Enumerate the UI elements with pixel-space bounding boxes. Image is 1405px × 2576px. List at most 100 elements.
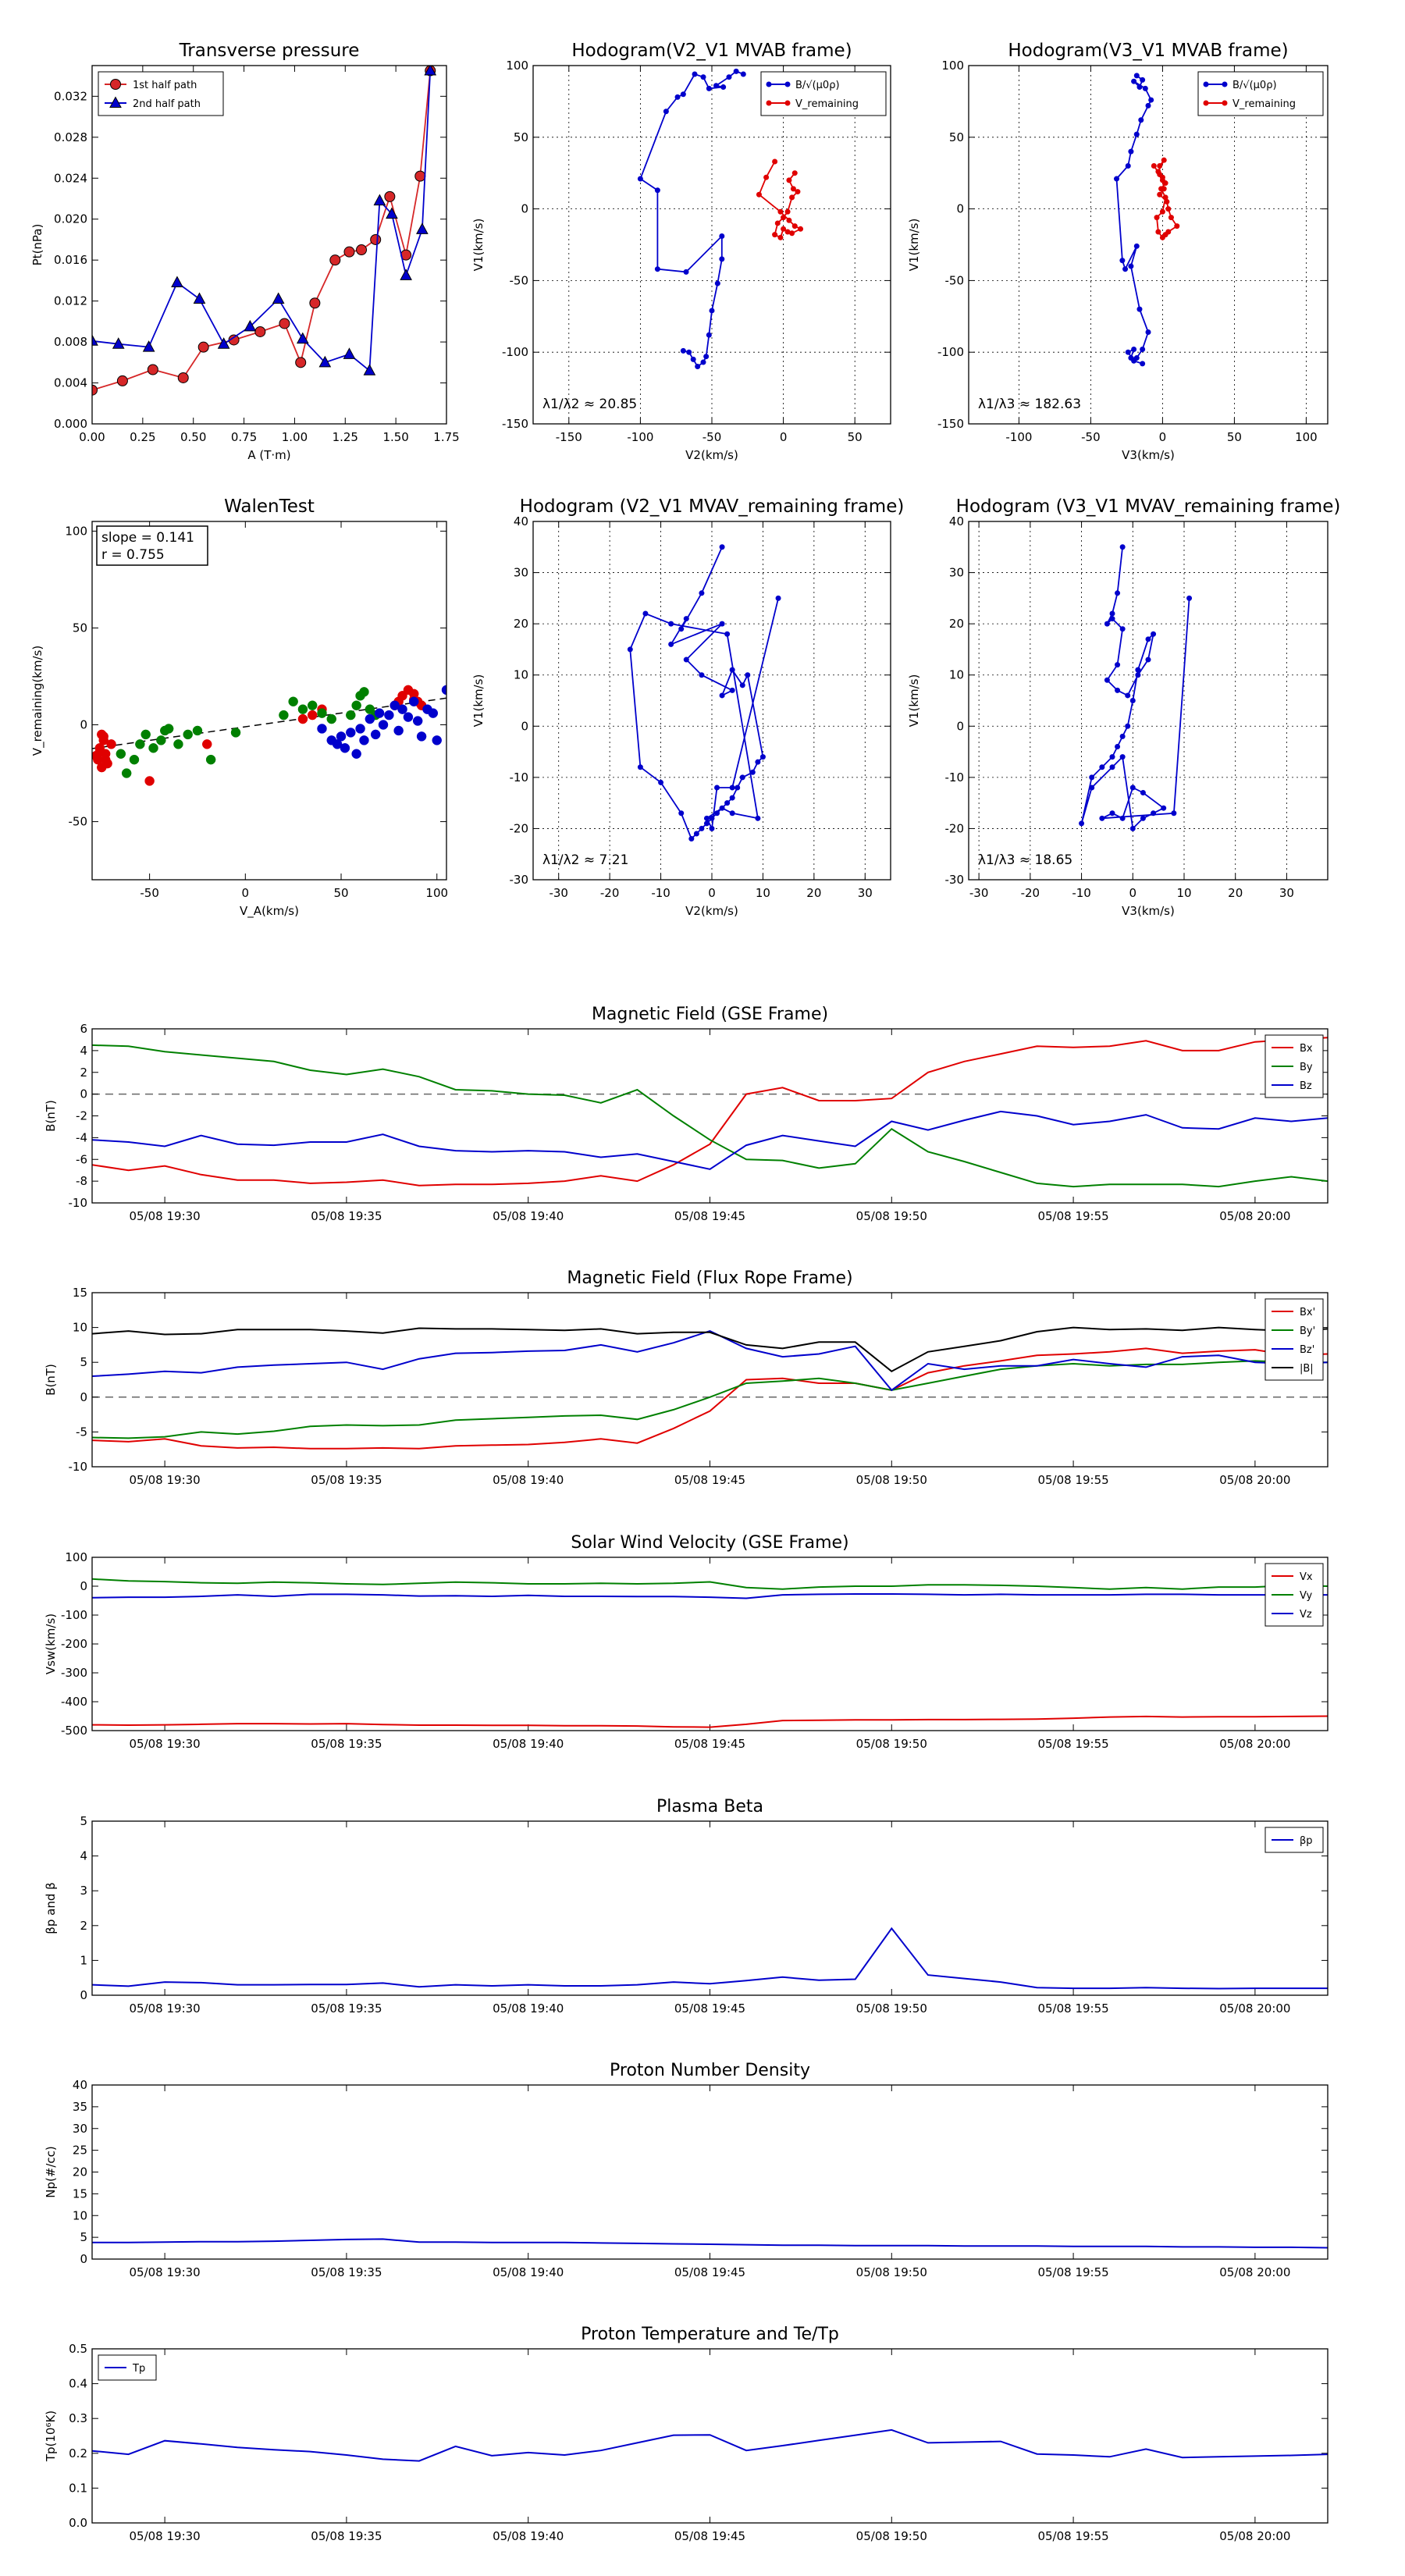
y-tick-label: -150 <box>502 417 528 431</box>
data-point <box>307 710 318 720</box>
y-tick-label: -200 <box>61 1637 87 1651</box>
y-tick-label: 50 <box>73 621 87 635</box>
data-point <box>714 810 720 817</box>
data-point <box>695 364 701 370</box>
data-point <box>749 769 756 775</box>
plot-frame <box>532 65 891 425</box>
data-point <box>1148 97 1154 103</box>
data-point <box>1109 810 1115 817</box>
data-point <box>201 739 212 749</box>
data-point <box>351 700 361 710</box>
data-point <box>791 170 798 176</box>
x-tick-label: -100 <box>1005 430 1032 444</box>
data-point <box>729 687 735 693</box>
y-tick-label: 0.016 <box>54 253 87 267</box>
legend-box <box>1264 1298 1324 1381</box>
plot-area <box>92 1557 1328 1731</box>
x-tick-label: 05/08 19:55 <box>1037 2529 1108 2543</box>
y-tick-label: 0 <box>80 1579 87 1593</box>
ratio-annotation: λ1/λ3 ≈ 18.65 <box>978 852 1072 868</box>
y-tick-label: 0 <box>80 1087 87 1101</box>
x-tick-label: 1.75 <box>433 430 459 444</box>
x-tick-label: 05/08 19:45 <box>674 1737 745 1751</box>
legend-label: Vz <box>1300 1609 1312 1621</box>
y-tick-label: 4 <box>80 1044 87 1058</box>
legend-marker <box>1222 81 1228 87</box>
y-tick-label: -8 <box>76 1174 87 1188</box>
plot-area <box>92 1821 1328 1995</box>
data-point <box>1089 774 1095 781</box>
legend-label: Vx <box>1300 1571 1313 1583</box>
data-point <box>1159 174 1165 180</box>
x-tick-label: 05/08 19:35 <box>311 1737 382 1751</box>
x-tick-label: 05/08 20:00 <box>1219 2001 1290 2016</box>
data-point <box>720 84 727 91</box>
y-tick-label: 10 <box>73 1321 87 1335</box>
y-axis-label: V1(km/s) <box>907 674 921 728</box>
legend-label: By' <box>1300 1325 1315 1337</box>
data-point <box>1155 169 1161 175</box>
x-tick-label: 05/08 19:35 <box>311 2001 382 2016</box>
data-point <box>156 735 166 745</box>
data-point <box>92 750 101 761</box>
data-point <box>1131 358 1137 364</box>
series-b-0- <box>1114 73 1154 367</box>
data-point <box>637 176 643 182</box>
x-tick-label: 0.00 <box>79 430 105 444</box>
data-point <box>384 190 396 202</box>
data-point <box>279 318 290 329</box>
data-point <box>1157 191 1163 197</box>
x-tick-label: 05/08 19:50 <box>856 1473 927 1487</box>
data-point <box>739 774 745 781</box>
data-point <box>789 194 795 201</box>
x-tick-label: 1.25 <box>333 430 358 444</box>
x-axis-label: V2(km/s) <box>685 448 738 462</box>
x-tick-label: 05/08 19:55 <box>1037 2001 1108 2016</box>
data-point <box>177 372 189 383</box>
series-line <box>92 1330 1328 1392</box>
data-point <box>790 186 796 192</box>
data-point <box>389 700 400 710</box>
data-point <box>1115 744 1121 750</box>
data-point <box>1136 84 1143 91</box>
legend-label: Tp <box>132 2363 145 2375</box>
data-point <box>397 704 407 714</box>
x-tick-label: -10 <box>1072 886 1091 900</box>
data-point <box>403 712 414 722</box>
data-point <box>678 810 685 817</box>
data-point <box>1158 186 1165 192</box>
chart-solar-wind-velocity: Solar Wind Velocity (GSE Frame) 05/08 19:… <box>44 1533 1329 1751</box>
y-tick-label: 0 <box>80 718 87 732</box>
plot-frame <box>968 65 1329 425</box>
y-tick-label: 100 <box>941 59 964 73</box>
y-tick-label: 0 <box>80 1988 87 2002</box>
data-point <box>1115 590 1121 596</box>
legend-label: Vy <box>1300 1590 1313 1602</box>
x-tick-label: -10 <box>651 886 670 900</box>
data-point <box>1133 73 1140 79</box>
x-tick-label: 05/08 19:35 <box>311 1209 382 1223</box>
data-point <box>343 347 356 359</box>
y-tick-label: 15 <box>73 1286 87 1300</box>
data-point <box>1145 656 1151 663</box>
data-point <box>370 233 382 245</box>
x-tick-label: -100 <box>627 430 653 444</box>
chart-title: Magnetic Field (GSE Frame) <box>592 1005 828 1024</box>
data-point <box>1154 215 1160 221</box>
data-point <box>140 729 151 740</box>
data-point <box>365 713 375 724</box>
x-tick-label: -20 <box>600 886 620 900</box>
data-point <box>745 672 751 678</box>
x-tick-label: 05/08 19:50 <box>856 2265 927 2279</box>
x-tick-label: 05/08 19:30 <box>130 2001 201 2016</box>
data-point <box>642 610 649 617</box>
data-point <box>272 292 285 304</box>
data-point <box>1115 662 1121 668</box>
x-tick-label: 100 <box>1295 430 1318 444</box>
data-point <box>772 158 778 165</box>
data-point <box>106 739 116 749</box>
data-point <box>1109 754 1115 760</box>
data-point <box>92 384 98 396</box>
series-1 <box>116 687 381 778</box>
chart-title: Proton Number Density <box>610 2061 810 2080</box>
